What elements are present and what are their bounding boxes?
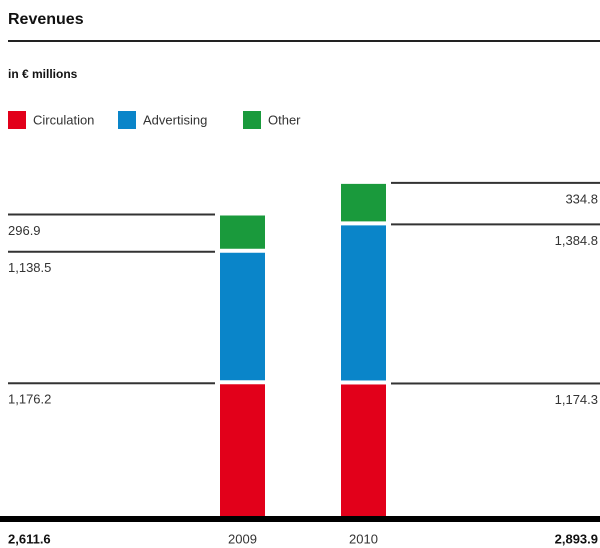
legend-swatch: [243, 111, 261, 129]
baseline: [0, 516, 600, 522]
chart-subtitle: in € millions: [8, 67, 78, 81]
bar-segment: [220, 384, 265, 516]
value-label: 1,138.5: [8, 260, 51, 275]
leader-line: [8, 382, 215, 385]
value-label: 1,384.8: [555, 233, 598, 248]
leader-line: [8, 213, 215, 216]
x-tick-label: 2010: [349, 531, 378, 546]
leader-line: [391, 223, 600, 226]
legend-swatch: [118, 111, 136, 129]
legend-swatch: [8, 111, 26, 129]
value-label: 296.9: [8, 223, 41, 238]
bar-segment: [220, 252, 265, 381]
legend-label: Advertising: [143, 112, 207, 127]
value-label: 334.8: [565, 191, 598, 206]
bar-segment: [341, 183, 386, 222]
x-tick-label: 2009: [228, 531, 257, 546]
bar-segment: [341, 384, 386, 516]
bar-segment: [220, 215, 265, 249]
legend-label: Circulation: [33, 112, 94, 127]
bar-segment: [341, 225, 386, 381]
value-label: 1,176.2: [8, 392, 51, 407]
legend-label: Other: [268, 112, 301, 127]
leader-line: [391, 181, 600, 184]
total-label: 2,611.6: [8, 531, 51, 546]
leader-line: [391, 382, 600, 385]
chart-title: Revenues: [8, 11, 84, 28]
value-label: 1,174.3: [555, 392, 598, 407]
title-rule: [8, 40, 600, 42]
total-label: 2,893.9: [555, 531, 598, 546]
leader-line: [8, 250, 215, 253]
